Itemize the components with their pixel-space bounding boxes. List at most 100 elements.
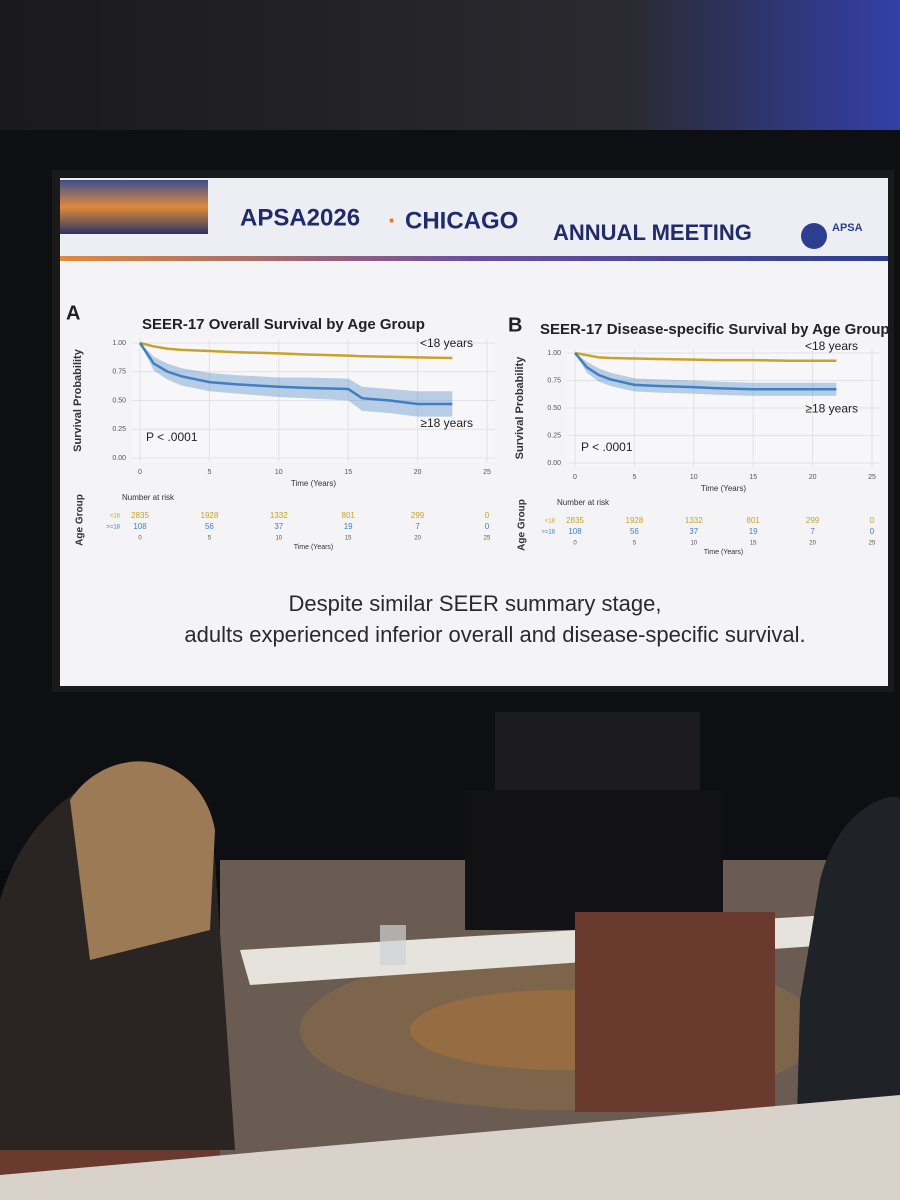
x-tick-label: 25 — [483, 469, 491, 476]
x-tick-label: 0 — [138, 469, 142, 476]
x-tick-label: 10 — [275, 469, 283, 476]
x-tick-label: 10 — [690, 541, 697, 547]
risk-count: 801 — [342, 511, 356, 520]
risk-table-title: Number at risk — [122, 493, 175, 502]
x-axis-label: Time (Years) — [294, 544, 334, 551]
y-tick-label: 0.75 — [547, 377, 561, 384]
risk-group-label: <18 — [545, 519, 556, 525]
x-tick-label: 10 — [275, 536, 282, 542]
x-tick-label: 15 — [750, 541, 757, 547]
y-tick-label: 0.50 — [112, 397, 126, 404]
risk-count: 299 — [806, 516, 820, 525]
header-separator: · — [388, 205, 397, 235]
risk-count: 0 — [870, 527, 875, 536]
x-tick-label: 15 — [749, 474, 757, 481]
x-tick-label: 25 — [868, 474, 876, 481]
header-image — [60, 180, 208, 234]
x-tick-label: 10 — [690, 474, 698, 481]
x-tick-label: 0 — [573, 474, 577, 481]
series-label: <18 years — [420, 336, 473, 350]
series-label: ≥18 years — [420, 416, 473, 430]
risk-count: 37 — [274, 522, 283, 531]
risk-count: 0 — [870, 516, 875, 525]
survival-curve — [139, 341, 453, 360]
x-tick-label: 25 — [484, 536, 491, 542]
chart-title: SEER-17 Disease-specific Survival by Age… — [540, 321, 890, 338]
foreground-table — [0, 1095, 900, 1200]
annotation: P < .0001 — [146, 430, 198, 444]
risk-table-title: Number at risk — [557, 498, 610, 507]
x-axis-label: Time (Years) — [291, 479, 337, 488]
charts: 0.00 0.25 0.50 0.75 1.00 0 5 10 15 20 25 Time (Year… — [66, 302, 890, 556]
annotation: P < .0001 — [581, 440, 633, 454]
ceiling — [0, 0, 900, 130]
x-axis-label: Time (Years) — [704, 549, 744, 556]
risk-count: 1332 — [270, 511, 288, 520]
survival-curve — [574, 352, 837, 391]
x-tick-label: 20 — [809, 541, 816, 547]
x-tick-label: 20 — [414, 536, 421, 542]
risk-group-label: >=18 — [106, 525, 120, 531]
attendee-hair — [70, 761, 215, 960]
risk-count: 2835 — [131, 511, 149, 520]
risk-count: 299 — [411, 511, 425, 520]
risk-count: 7 — [415, 522, 420, 531]
header-city: CHICAGO — [405, 207, 518, 234]
x-tick-label: 0 — [138, 536, 142, 542]
y-tick-label: 0.75 — [112, 369, 126, 376]
risk-count: 1928 — [626, 516, 644, 525]
y-tick-label: 0.00 — [112, 455, 126, 462]
risk-count: 56 — [630, 527, 639, 536]
caption-line: adults experienced inferior overall and … — [184, 622, 805, 647]
panel-letter: B — [508, 314, 522, 336]
chair — [575, 912, 775, 1112]
risk-count: 1928 — [201, 511, 219, 520]
risk-count: 19 — [749, 527, 758, 536]
x-tick-label: 20 — [414, 469, 422, 476]
risk-count: 108 — [568, 527, 582, 536]
x-tick-label: 5 — [208, 536, 212, 542]
projector — [495, 712, 700, 792]
y-tick-label: 0.50 — [547, 405, 561, 412]
risk-count: 0 — [485, 511, 490, 520]
risk-count: 2835 — [566, 516, 584, 525]
projector-table — [465, 790, 723, 930]
survival-curve — [138, 342, 453, 406]
risk-count: 108 — [133, 522, 147, 531]
panel-letter: A — [66, 302, 80, 324]
risk-count: 0 — [485, 522, 490, 531]
y-tick-label: 0.00 — [547, 460, 561, 467]
x-tick-label: 20 — [809, 474, 817, 481]
risk-count: 801 — [747, 516, 761, 525]
y-axis-label: Survival Probability — [72, 348, 84, 452]
risk-count: 19 — [344, 522, 353, 531]
risk-group-label: <18 — [110, 514, 121, 520]
header-title: APSA2026 — [240, 204, 360, 231]
x-axis-label: Time (Years) — [701, 484, 747, 493]
risk-count: 1332 — [685, 516, 703, 525]
x-tick-label: 5 — [632, 474, 636, 481]
risk-count: 56 — [205, 522, 214, 531]
risk-table-axis-label: Age Group — [75, 494, 86, 546]
risk-count: 7 — [810, 527, 815, 536]
x-tick-label: 5 — [633, 541, 637, 547]
y-tick-label: 1.00 — [112, 340, 126, 347]
y-axis-label: Survival Probability — [514, 356, 526, 460]
x-tick-label: 0 — [573, 541, 577, 547]
risk-group-label: >=18 — [541, 530, 555, 536]
logo-text: APSA — [832, 222, 863, 234]
header-rule — [60, 256, 888, 261]
y-tick-label: 0.25 — [547, 432, 561, 439]
series-label: <18 years — [805, 339, 858, 353]
x-tick-label: 25 — [869, 541, 876, 547]
x-tick-label: 5 — [207, 469, 211, 476]
survival-curve — [574, 351, 837, 362]
chart-title: SEER-17 Overall Survival by Age Group — [142, 316, 425, 333]
series-label: ≥18 years — [805, 401, 858, 415]
header-event: ANNUAL MEETING — [553, 220, 752, 245]
logo-mark — [801, 223, 827, 249]
y-tick-label: 0.25 — [112, 426, 126, 433]
glass — [380, 925, 406, 965]
